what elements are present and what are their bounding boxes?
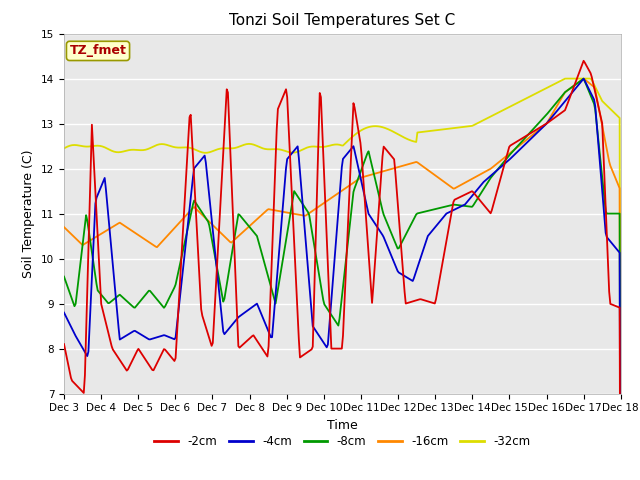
- Legend: -2cm, -4cm, -8cm, -16cm, -32cm: -2cm, -4cm, -8cm, -16cm, -32cm: [150, 430, 535, 453]
- Text: TZ_fmet: TZ_fmet: [70, 44, 127, 58]
- Title: Tonzi Soil Temperatures Set C: Tonzi Soil Temperatures Set C: [229, 13, 456, 28]
- Y-axis label: Soil Temperature (C): Soil Temperature (C): [22, 149, 35, 278]
- X-axis label: Time: Time: [327, 419, 358, 432]
